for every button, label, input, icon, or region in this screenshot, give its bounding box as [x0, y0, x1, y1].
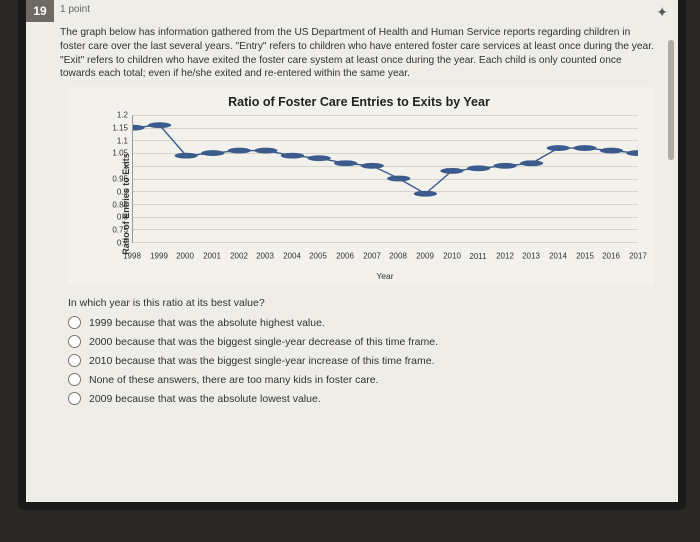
y-tick-label: 1	[124, 162, 128, 171]
question-stem: In which year is this ratio at its best …	[26, 291, 668, 313]
chart-container: Ratio of Foster Care Entries to Exits by…	[68, 87, 654, 285]
x-tick-label: 2004	[283, 252, 301, 261]
question-block: 19 1 point The graph below has informati…	[26, 0, 678, 426]
line-series	[133, 115, 638, 242]
option-row[interactable]: 2009 because that was the absolute lowes…	[68, 389, 654, 408]
x-tick-label: 2006	[336, 252, 354, 261]
radio-icon[interactable]	[68, 392, 81, 405]
x-tick-label: 2015	[576, 252, 594, 261]
x-tick-label: 2013	[523, 252, 541, 261]
option-row[interactable]: None of these answers, there are too man…	[68, 370, 654, 389]
option-label: 2009 because that was the absolute lowes…	[89, 393, 321, 405]
y-tick-label: 0.7	[117, 239, 128, 248]
question-number: 19	[26, 0, 54, 22]
chart-area: Ratio of Entries to Exits 0.70.750.80.85…	[98, 115, 648, 283]
x-tick-labels: Year 19981999200020012002200320042005200…	[132, 243, 638, 283]
y-tick-label: 1.2	[117, 111, 128, 120]
x-tick-label: 2016	[602, 252, 620, 261]
plot-region	[132, 115, 638, 243]
x-tick-label: 1998	[123, 252, 141, 261]
x-tick-label: 2002	[230, 252, 248, 261]
radio-icon[interactable]	[68, 335, 81, 348]
x-tick-label: 2014	[549, 252, 567, 261]
question-intro: The graph below has information gathered…	[26, 22, 668, 83]
option-label: None of these answers, there are too man…	[89, 374, 378, 386]
x-tick-label: 2009	[416, 252, 434, 261]
option-label: 2000 because that was the biggest single…	[89, 336, 438, 348]
scrollbar-thumb[interactable]	[668, 40, 674, 160]
x-tick-label: 2012	[496, 252, 514, 261]
option-label: 2010 because that was the biggest single…	[89, 355, 435, 367]
device-frame: ✦ 19 1 point The graph below has informa…	[18, 0, 686, 510]
y-tick-labels: 0.70.750.80.850.90.9511.051.11.151.2	[98, 115, 130, 243]
x-tick-label: 2005	[310, 252, 328, 261]
x-tick-label: 2011	[470, 252, 487, 261]
option-row[interactable]: 2000 because that was the biggest single…	[68, 332, 654, 351]
x-tick-label: 2017	[629, 252, 647, 261]
radio-icon[interactable]	[68, 354, 81, 367]
y-tick-label: 1.15	[112, 123, 128, 132]
option-row[interactable]: 1999 because that was the absolute highe…	[68, 313, 654, 332]
option-row[interactable]: 2010 because that was the biggest single…	[68, 351, 654, 370]
question-points: 1 point	[60, 0, 90, 15]
x-tick-label: 2003	[256, 252, 274, 261]
y-tick-label: 1.1	[117, 136, 128, 145]
y-tick-label: 0.95	[112, 175, 128, 184]
x-tick-label: 2000	[176, 252, 194, 261]
radio-icon[interactable]	[68, 373, 81, 386]
x-tick-label: 2007	[363, 252, 381, 261]
y-tick-label: 0.8	[117, 213, 128, 222]
radio-icon[interactable]	[68, 316, 81, 329]
x-tick-label: 2010	[443, 252, 461, 261]
x-tick-label: 2001	[203, 252, 221, 261]
y-tick-label: 1.05	[112, 149, 128, 158]
x-tick-label: 2008	[389, 252, 407, 261]
star-icon[interactable]: ✦	[656, 4, 668, 21]
x-tick-label: 1999	[150, 252, 168, 261]
y-tick-label: 0.85	[112, 200, 128, 209]
answer-options: 1999 because that was the absolute highe…	[26, 313, 668, 416]
chart-title: Ratio of Foster Care Entries to Exits by…	[70, 91, 648, 115]
x-axis-title: Year	[132, 271, 638, 281]
option-label: 1999 because that was the absolute highe…	[89, 317, 325, 329]
y-tick-label: 0.75	[112, 226, 128, 235]
y-tick-label: 0.9	[117, 187, 128, 196]
